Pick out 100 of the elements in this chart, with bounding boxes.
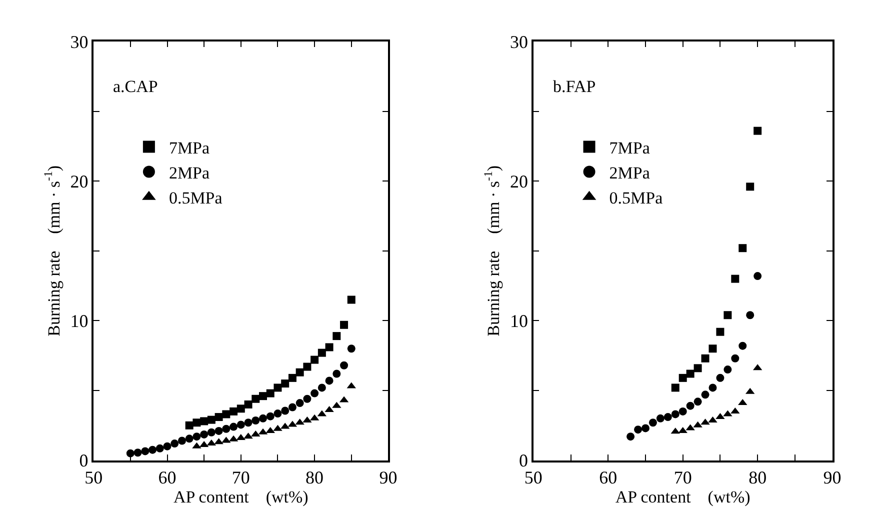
point <box>244 418 252 427</box>
point <box>678 407 687 416</box>
point <box>664 413 672 422</box>
x-axis-title: AP content (wt%) <box>173 488 308 507</box>
x-axis-title: AP content (wt%) <box>615 488 750 507</box>
point <box>678 374 687 382</box>
point <box>347 344 356 353</box>
point <box>230 407 238 416</box>
y-tick-label: 30 <box>70 32 88 52</box>
point <box>634 426 642 434</box>
point <box>252 394 260 403</box>
point <box>626 432 635 441</box>
point <box>648 418 657 427</box>
point <box>296 399 304 408</box>
point <box>656 414 664 422</box>
point <box>185 434 194 443</box>
point <box>310 356 319 364</box>
point <box>671 384 680 392</box>
x-tick-label: 70 <box>232 468 250 488</box>
point <box>332 332 341 340</box>
point <box>266 389 274 398</box>
point <box>731 274 740 283</box>
legend-label: 0.5MPa <box>168 188 223 208</box>
annotation: a.CAP <box>113 77 158 96</box>
point <box>134 448 142 457</box>
legend-label: 7MPa <box>609 138 650 158</box>
point <box>259 414 267 422</box>
point <box>325 343 334 352</box>
point <box>274 410 282 418</box>
point <box>340 320 348 329</box>
point <box>754 272 762 280</box>
point <box>281 406 290 415</box>
point <box>192 418 201 427</box>
point <box>281 380 290 388</box>
point <box>200 430 208 438</box>
x-tick-label: 80 <box>306 468 324 488</box>
point <box>266 412 274 420</box>
point <box>303 394 312 403</box>
point <box>303 362 312 371</box>
point <box>126 449 134 458</box>
point <box>207 428 216 436</box>
point <box>694 364 702 372</box>
point <box>288 374 296 382</box>
point <box>141 447 150 456</box>
x-tick-label: 60 <box>158 468 176 488</box>
y-tick-label: 10 <box>510 310 528 331</box>
point <box>724 311 732 320</box>
point <box>701 390 710 399</box>
point <box>288 403 296 412</box>
point <box>686 402 694 410</box>
point <box>310 389 319 398</box>
x-tick-label: 90 <box>379 468 398 488</box>
point <box>236 404 245 413</box>
point <box>701 354 710 362</box>
point <box>156 444 164 452</box>
x-tick-label: 80 <box>748 468 767 488</box>
point <box>244 400 252 408</box>
point <box>671 410 680 418</box>
point <box>207 416 216 424</box>
point <box>296 368 304 376</box>
point <box>192 432 201 441</box>
point <box>708 384 717 392</box>
point <box>214 426 223 435</box>
point <box>259 392 267 400</box>
legend-label: 2MPa <box>609 163 650 182</box>
point <box>252 416 260 425</box>
point <box>738 342 747 350</box>
annotation: b.FAP <box>553 77 596 96</box>
point <box>738 244 747 252</box>
point <box>340 361 348 370</box>
point <box>731 354 740 362</box>
point <box>716 328 724 336</box>
point <box>694 398 702 406</box>
point <box>318 348 326 357</box>
legend-label: 2MPa <box>168 163 210 182</box>
point <box>716 374 724 382</box>
legend-label: 7MPa <box>168 138 210 158</box>
point <box>222 424 230 433</box>
x-tick-label: 70 <box>674 468 692 488</box>
legend-label: 0.5MPa <box>609 188 664 208</box>
point <box>686 370 694 378</box>
point <box>274 384 282 392</box>
point <box>178 436 186 445</box>
point <box>332 370 341 378</box>
point <box>347 296 356 304</box>
point <box>230 422 238 431</box>
y-tick-label: 30 <box>510 32 528 52</box>
point <box>746 311 754 320</box>
point <box>214 413 223 422</box>
point <box>746 182 754 191</box>
point <box>222 410 230 418</box>
x-tick-label: 90 <box>823 468 842 488</box>
point <box>641 424 650 432</box>
y-tick-label: 20 <box>70 171 88 192</box>
point <box>170 440 179 448</box>
point <box>185 421 194 430</box>
y-tick-label: 10 <box>70 310 88 331</box>
point <box>325 376 334 385</box>
point <box>724 366 732 374</box>
point <box>148 446 157 454</box>
